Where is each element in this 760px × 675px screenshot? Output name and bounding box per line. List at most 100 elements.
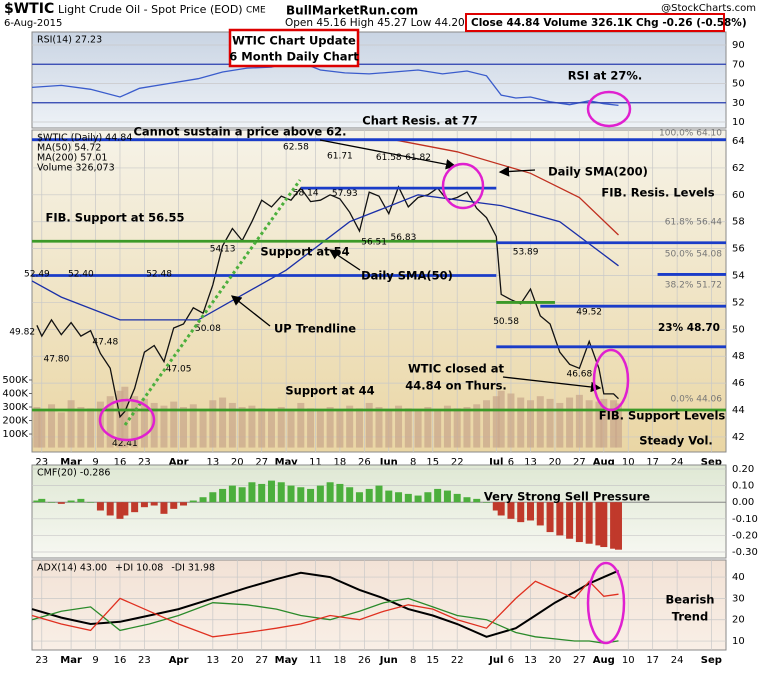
x-tick-label: 20 (549, 655, 562, 666)
panels: 10 30 50 70 90 RSI(14) 27.23 42 44 46 48 50 52 54 56 5… (2, 31, 758, 666)
trendline-note: UP Trendline (274, 322, 356, 336)
y-tick-label: 0.20 (732, 464, 754, 475)
bar (307, 408, 315, 448)
x-tick-label: 23 (35, 655, 48, 666)
box-subtitle: 6 Month Daily Chart (229, 50, 359, 64)
price-label: 42.41 (112, 439, 138, 449)
cmf-note: Very Strong Sell Pressure (484, 490, 650, 504)
price-note: Cannot sustain a price above 62. (133, 125, 346, 139)
bar (395, 492, 403, 503)
box-title: WTIC Chart Update (232, 34, 356, 48)
bar (87, 408, 95, 448)
y-tick-label: 50 (732, 79, 745, 90)
bar (219, 488, 227, 503)
x-tick-label: 23 (138, 457, 151, 468)
bar (140, 502, 148, 508)
bar (297, 402, 305, 448)
highlights (98, 90, 632, 645)
bar (395, 405, 403, 448)
price-label: 62.58 (283, 143, 309, 153)
line (31, 194, 619, 321)
x-tick-label: 27 (573, 457, 586, 468)
x-tick-label: 15 (426, 457, 439, 468)
bar (414, 495, 422, 503)
bar (492, 396, 500, 448)
price-label: 47.05 (166, 365, 192, 375)
highlight-ellipse (592, 348, 630, 412)
bar (57, 502, 65, 504)
bar (365, 402, 373, 448)
bar (517, 502, 525, 523)
line (393, 139, 619, 236)
bar (492, 502, 500, 511)
line (31, 580, 619, 638)
bar (434, 488, 442, 503)
bar (131, 396, 139, 448)
x-tick-label: 9 (92, 457, 98, 468)
x-tick-label: 6 (508, 457, 514, 468)
closed-note: WTIC closed at (408, 362, 505, 376)
panel-background (31, 31, 727, 129)
bar (277, 407, 285, 448)
x-tick-label: 20 (231, 655, 244, 666)
price-label: 46.68 (566, 369, 592, 379)
x-tick-label: Jul (488, 655, 503, 666)
bar (258, 408, 266, 448)
bar (316, 485, 324, 503)
bar (556, 502, 564, 536)
arrow (328, 249, 361, 271)
highlight-ellipse (586, 90, 632, 128)
x-tick-label: Aug (593, 655, 615, 666)
bar (121, 502, 129, 516)
x-tick-label: 16 (114, 457, 127, 468)
line (31, 597, 619, 644)
x-tick-label: 17 (646, 457, 659, 468)
volume-note: Steady Vol. (639, 434, 713, 448)
x-tick-label: 16 (114, 655, 127, 666)
ohlc: Open 45.16 High 45.27 Low 44.20 (285, 17, 465, 29)
bar (228, 485, 236, 503)
price-label: 52.40 (68, 270, 94, 280)
bar (219, 397, 227, 448)
y-tick-label: 62 (732, 163, 745, 174)
legend-entry: -DI 31.98 (171, 563, 215, 574)
legend-entry: ADX(14) 43.00 (37, 563, 107, 574)
bar (473, 404, 481, 448)
bar (463, 407, 471, 448)
bar (546, 398, 554, 448)
bar (180, 407, 188, 448)
bar (140, 398, 148, 448)
price-label: 61.58 (376, 153, 402, 163)
arrow (502, 376, 602, 393)
bar (614, 502, 622, 550)
bar (546, 502, 554, 533)
fib-label: 100.0% 64.10 (659, 129, 722, 139)
bar (527, 400, 535, 448)
bar (209, 400, 217, 448)
bar (38, 498, 46, 503)
x-tick-label: 13 (206, 457, 219, 468)
y-tick-label: 10 (732, 117, 745, 128)
bar (483, 400, 491, 448)
x-tick-label: May (275, 457, 298, 468)
bar (424, 407, 432, 448)
symbol: $WTIC (4, 1, 54, 17)
bar (336, 483, 344, 503)
price-label: 54.13 (210, 244, 236, 254)
bar (424, 492, 432, 503)
bar (267, 409, 275, 448)
legend-entry: MA(200) 57.01 (37, 153, 107, 164)
y-tick-label: 0.00 (732, 497, 754, 508)
bar (346, 487, 354, 503)
x-tick-label: Sep (701, 457, 722, 468)
x-tick-label: 8 (410, 457, 416, 468)
bar (248, 482, 256, 503)
bar (566, 502, 574, 539)
price-label: 58.14 (293, 188, 319, 198)
bar (258, 483, 266, 503)
price-label: 47.80 (44, 354, 70, 364)
x-tick-label: 27 (255, 457, 268, 468)
x-tick-label: May (275, 655, 298, 666)
x-tick-label: 17 (646, 655, 659, 666)
bar (170, 401, 178, 448)
